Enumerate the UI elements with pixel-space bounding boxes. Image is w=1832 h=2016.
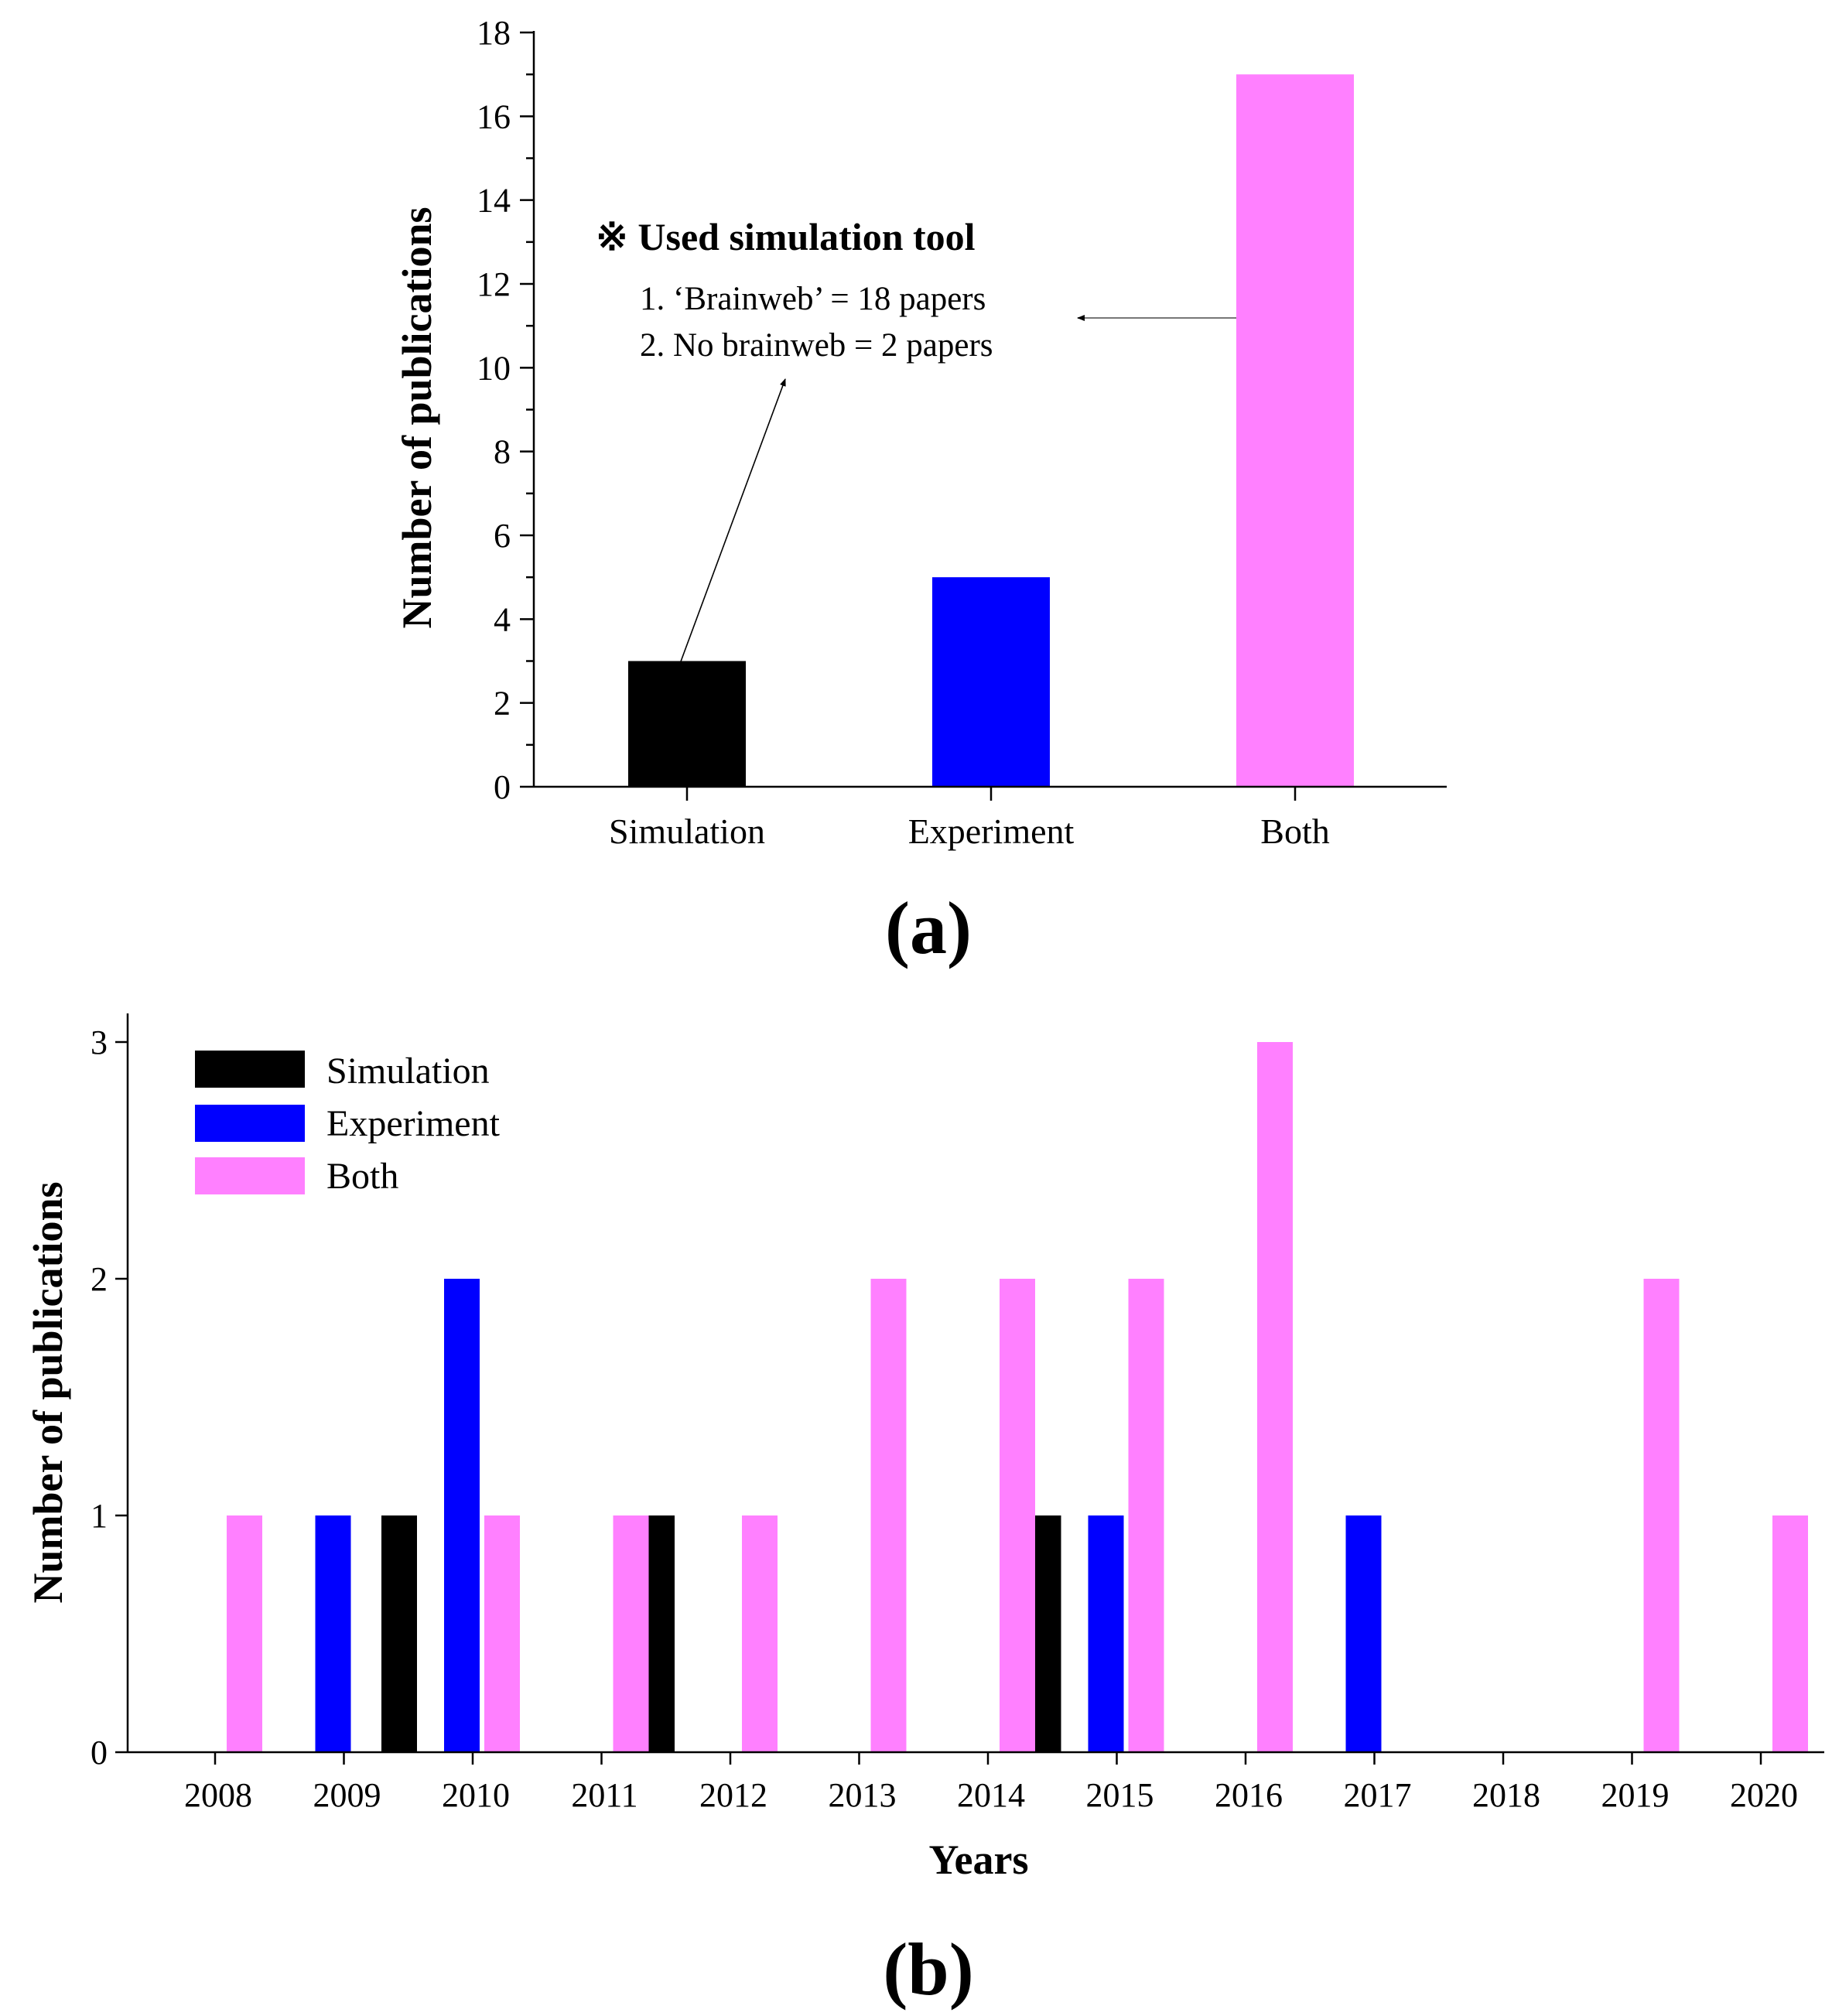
chart-a-y-tick-label: 12 xyxy=(477,265,511,303)
chart-b-bar-experiment-2010 xyxy=(444,1279,480,1752)
chart-a-annotation-title: ※ Used simulation tool xyxy=(596,215,976,258)
chart-b-bar-both-2014 xyxy=(1000,1279,1035,1752)
chart-b-y-tick-label: 1 xyxy=(91,1497,108,1535)
chart-a-annotation-line-1: 1. ‘Brainweb’ = 18 papers xyxy=(640,281,986,317)
chart-b-bar-experiment-2009 xyxy=(315,1515,351,1752)
chart-a-x-tick-label: Experiment xyxy=(908,812,1075,851)
chart-b-bar-simulation-2010 xyxy=(381,1515,417,1752)
chart-b: 0 1 2 3 2008 2009 2010 2011 2012 2013 2014 2015 2016… xyxy=(25,1013,1824,2011)
chart-b-x-tick-label: 2009 xyxy=(313,1776,381,1814)
chart-b-x-tick-label: 2008 xyxy=(184,1776,252,1814)
chart-b-x-tick-label: 2011 xyxy=(571,1776,637,1814)
chart-b-x-tick-label: 2019 xyxy=(1601,1776,1670,1814)
chart-b-bar-both-2011 xyxy=(613,1515,649,1752)
chart-b-x-tick-label: 2017 xyxy=(1344,1776,1412,1814)
chart-a-annotation-line-2: 2. No brainweb = 2 papers xyxy=(640,327,993,364)
chart-b-bar-both-2013 xyxy=(870,1279,907,1752)
chart-a-y-tick-label: 0 xyxy=(494,768,511,806)
chart-a-y-tick-label: 14 xyxy=(477,182,511,220)
chart-a-y-tick-label: 2 xyxy=(494,685,511,723)
chart-a-bar-both xyxy=(1236,74,1354,787)
legend-label-simulation: Simulation xyxy=(326,1051,490,1092)
chart-a-axes xyxy=(520,31,1447,801)
chart-b-bar-both-2010 xyxy=(484,1515,520,1752)
chart-a-labels: 0 2 4 6 8 10 12 14 16 18 Simulation Experiment Both xyxy=(477,14,1330,851)
chart-b-x-tick-label: 2018 xyxy=(1472,1776,1540,1814)
chart-b-bar-both-2016 xyxy=(1257,1042,1293,1752)
chart-a-y-tick-label: 6 xyxy=(494,517,511,555)
chart-b-x-tick-label: 2010 xyxy=(442,1776,510,1814)
chart-b-bars xyxy=(227,1042,1808,1752)
chart-b-legend: Simulation Experiment Both xyxy=(195,1051,501,1197)
chart-b-labels: 0 1 2 3 2008 2009 2010 2011 2012 2013 2014 2015 2016… xyxy=(91,1023,1798,1814)
chart-b-bar-both-2019 xyxy=(1643,1279,1680,1752)
legend-swatch-experiment xyxy=(195,1105,305,1142)
chart-a-arrow-simulation xyxy=(680,378,786,662)
chart-b-x-tick-label: 2015 xyxy=(1086,1776,1154,1814)
chart-b-x-tick-label: 2014 xyxy=(957,1776,1025,1814)
chart-a-bar-simulation xyxy=(628,661,746,787)
chart-b-axes xyxy=(115,1013,1824,1765)
chart-a-y-tick-label: 10 xyxy=(477,349,511,387)
chart-a-y-tick-label: 16 xyxy=(477,97,511,135)
chart-b-bar-experiment-2017 xyxy=(1345,1515,1382,1752)
legend-swatch-both xyxy=(195,1157,305,1194)
chart-a-y-tick-label: 8 xyxy=(494,433,511,471)
chart-b-bar-both-2008 xyxy=(227,1515,262,1752)
chart-b-y-tick-label: 3 xyxy=(91,1023,108,1061)
chart-b-y-tick-label: 0 xyxy=(91,1734,108,1772)
legend-label-both: Both xyxy=(326,1156,398,1197)
chart-b-bar-experiment-2015 xyxy=(1088,1515,1124,1752)
panel-label-a: (a) xyxy=(885,887,972,969)
chart-b-bar-both-2015 xyxy=(1128,1279,1164,1752)
chart-b-y-tick-label: 2 xyxy=(91,1260,108,1298)
chart-b-x-tick-label: 2020 xyxy=(1730,1776,1798,1814)
chart-b-x-axis-title: Years xyxy=(929,1837,1029,1883)
chart-b-bar-both-2012 xyxy=(742,1515,778,1752)
chart-b-x-tick-label: 2013 xyxy=(829,1776,897,1814)
chart-a-y-tick-label: 4 xyxy=(494,600,511,638)
chart-a-y-axis-title: Number of publications xyxy=(394,207,440,628)
legend-swatch-simulation xyxy=(195,1051,305,1088)
chart-a-bar-experiment xyxy=(932,577,1050,787)
chart-a-y-tick-label: 18 xyxy=(477,14,511,52)
chart-b-y-axis-title: Number of publications xyxy=(25,1181,71,1603)
chart-a-x-tick-label: Both xyxy=(1260,812,1329,851)
panel-label-b: (b) xyxy=(883,1928,973,2011)
chart-b-bar-both-2020 xyxy=(1772,1515,1808,1752)
chart-b-x-tick-label: 2016 xyxy=(1215,1776,1283,1814)
legend-label-experiment: Experiment xyxy=(326,1103,501,1144)
chart-b-x-tick-label: 2012 xyxy=(699,1776,767,1814)
chart-a-bars xyxy=(628,74,1354,787)
chart-a-x-tick-label: Simulation xyxy=(609,812,765,851)
